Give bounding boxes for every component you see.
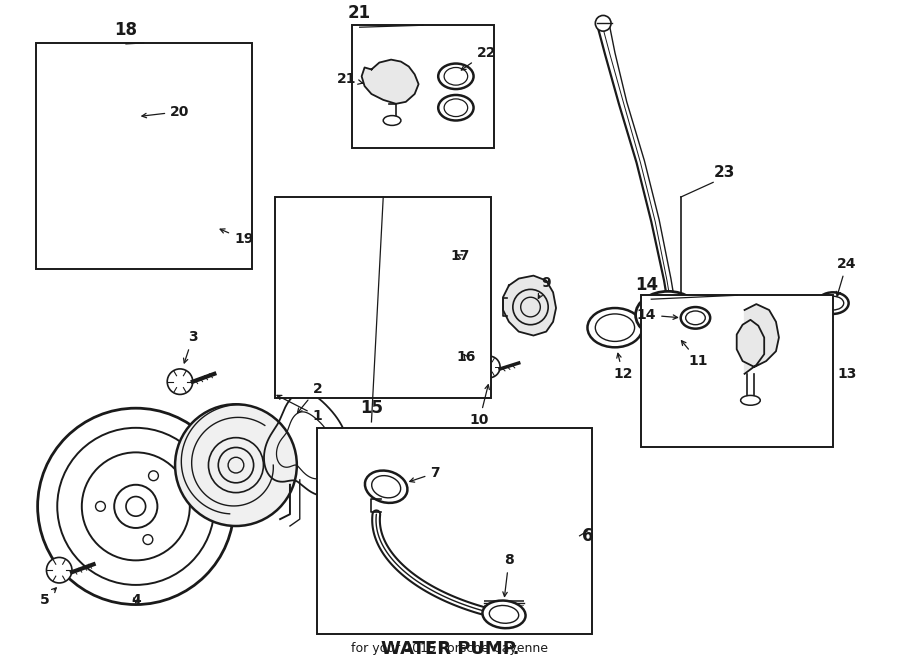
- Text: 20: 20: [142, 105, 190, 118]
- Ellipse shape: [357, 230, 379, 241]
- Text: 3: 3: [184, 330, 198, 363]
- Text: 17: 17: [450, 249, 470, 263]
- Text: 21: 21: [348, 5, 371, 23]
- Text: 13: 13: [838, 367, 857, 381]
- Text: 10: 10: [470, 385, 490, 427]
- Text: 14: 14: [634, 277, 658, 295]
- Text: WATER PUMP.: WATER PUMP.: [381, 639, 519, 658]
- Ellipse shape: [680, 307, 710, 328]
- Circle shape: [152, 167, 168, 182]
- Ellipse shape: [482, 600, 526, 628]
- Polygon shape: [503, 275, 556, 336]
- Text: 4: 4: [130, 592, 140, 607]
- Circle shape: [479, 356, 500, 378]
- Ellipse shape: [588, 308, 643, 348]
- Ellipse shape: [438, 64, 473, 89]
- Text: 24: 24: [836, 257, 857, 296]
- Ellipse shape: [436, 238, 474, 265]
- Text: 1: 1: [277, 395, 322, 423]
- Text: 21: 21: [338, 72, 363, 86]
- Circle shape: [47, 557, 72, 583]
- Ellipse shape: [438, 95, 473, 120]
- Text: for your 2015 Porsche Cayenne: for your 2015 Porsche Cayenne: [352, 642, 548, 655]
- Text: 8: 8: [503, 553, 514, 596]
- Bar: [275, 197, 491, 399]
- Bar: [36, 43, 252, 269]
- Text: 22: 22: [462, 46, 496, 70]
- Bar: [642, 295, 832, 448]
- Text: 11: 11: [681, 341, 708, 368]
- Text: 18: 18: [114, 21, 138, 39]
- Circle shape: [167, 369, 193, 395]
- Bar: [352, 25, 494, 148]
- Circle shape: [176, 404, 297, 526]
- Ellipse shape: [817, 293, 849, 314]
- Ellipse shape: [97, 97, 145, 140]
- Text: 7: 7: [410, 466, 440, 482]
- Ellipse shape: [741, 395, 760, 405]
- Text: 16: 16: [456, 350, 475, 364]
- Ellipse shape: [197, 209, 232, 238]
- Text: 19: 19: [220, 229, 254, 246]
- Bar: [318, 428, 592, 634]
- Polygon shape: [330, 253, 409, 342]
- Ellipse shape: [439, 334, 481, 364]
- Polygon shape: [737, 304, 778, 374]
- Text: 23: 23: [715, 165, 735, 180]
- Text: 2: 2: [298, 381, 322, 413]
- Ellipse shape: [383, 116, 400, 125]
- Text: 12: 12: [613, 354, 633, 381]
- Text: 6: 6: [581, 527, 593, 545]
- Ellipse shape: [364, 471, 408, 503]
- Text: 14: 14: [636, 308, 678, 322]
- Text: 9: 9: [538, 276, 551, 299]
- Circle shape: [595, 15, 611, 31]
- Circle shape: [38, 408, 234, 604]
- Ellipse shape: [635, 291, 700, 338]
- Polygon shape: [362, 60, 418, 104]
- Ellipse shape: [338, 363, 357, 373]
- Text: 5: 5: [40, 588, 57, 606]
- Text: 15: 15: [360, 399, 383, 417]
